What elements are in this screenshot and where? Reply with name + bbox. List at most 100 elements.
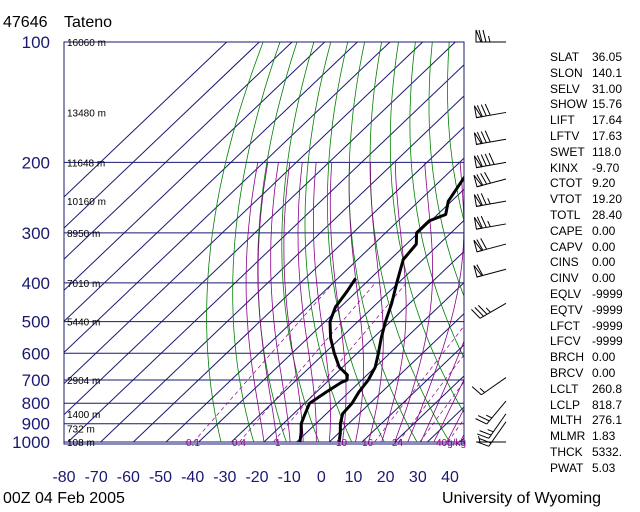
dry-adiabat-line [369,42,451,443]
dry-adiabat-line [635,42,640,442]
height-label: 11648 m [67,158,105,169]
index-key: TOTL [550,207,581,222]
index-row: SLON 140.1 [550,66,628,82]
index-key: LFTV [550,128,580,143]
dry-adiabat-line [232,42,281,443]
index-key: BRCV [550,365,584,380]
index-value: 818.7 [592,397,623,412]
dry-adiabat-line [447,42,464,223]
index-row: PWAT 5.03 [550,461,628,477]
temperature-tick-label: 10 [345,469,363,486]
index-value: 0.00 [592,271,616,286]
wind-barb [473,193,507,207]
mixing-ratio-line [273,282,407,443]
index-value: -9999 [592,286,623,301]
index-key: THCK [550,444,583,459]
index-key: EQLV [550,286,582,301]
height-label: 5440 m [67,318,100,329]
isotherm-line [64,42,424,385]
dry-adiabat-line [281,42,320,443]
wind-barb [473,264,507,278]
index-value: 0.00 [592,239,616,254]
height-label: 10160 m [67,197,106,208]
moist-adiabat-line [257,162,278,443]
index-value: 1.83 [592,429,616,444]
plot-frame [63,41,465,445]
isotherm-line [67,64,464,443]
moist-adiabat-line [270,162,291,442]
wind-barb [473,238,507,253]
moist-adiabat-line [368,162,384,443]
mixing-ratio-line [374,325,464,443]
index-value: 28.40 [592,207,623,222]
height-label: 16060 m [67,38,106,49]
moist-adiabat-line [348,162,364,443]
stability-indices-table: SLAT 36.05 SLON 140.1 SELV 31.00 SHOW 15.76 LIFT… [550,50,628,477]
sounding-profiles [298,175,464,443]
index-value: 17.64 [592,113,623,128]
dry-adiabat-line [428,42,464,298]
moist-adiabat-line [381,162,407,443]
index-value: 36.05 [592,50,623,64]
index-row: BRCV 0.00 [550,366,628,382]
index-row: CAPV 0.00 [550,240,628,256]
isotherm-line [132,126,464,443]
index-key: LCLP [550,397,581,412]
mixing-ratio-line [239,282,376,443]
index-row: LIFT 17.64 [550,113,628,129]
moist-adiabat-line [407,162,464,443]
data-source: University of Wyoming [442,490,602,507]
index-key: LCLT [550,381,579,396]
mixing-ratio-line [447,418,464,443]
mixing-ratio-label: 1 [275,438,281,449]
temperature-tick-label: -30 [213,469,236,486]
index-key: MLTH [550,413,582,428]
moist-adiabat-line [245,162,265,443]
wind-barb [471,302,507,319]
temperature-tick-label: -50 [149,469,172,486]
isotherm-line [64,42,260,229]
isotherm-line [100,95,464,443]
index-row: LFTV 17.63 [550,129,628,145]
index-value: 0.00 [592,365,616,380]
index-key: CAPV [550,239,583,254]
wind-barb [473,152,507,169]
height-label: 7010 m [67,279,100,290]
isotherm-line [64,42,228,198]
index-key: SLON [550,65,583,80]
station-id: 47646 [3,14,48,31]
wind-barb [473,103,507,119]
index-row: SELV 31.00 [550,82,628,98]
isotherm-line [263,250,464,443]
index-row: SLAT 36.05 [550,50,628,66]
index-value: 260.8 [592,381,623,396]
pressure-tick-label: 400 [22,274,50,293]
moist-adiabat-line [329,162,347,443]
isotherm-line [64,42,456,416]
index-key: SWET [550,144,585,159]
index-row: THCK 5332. [550,445,628,461]
index-value: 276.1 [592,413,623,428]
mixing-ratio-label: 10 [336,438,348,449]
index-value: 5332. [592,444,623,459]
pressure-tick-label: 800 [22,394,50,413]
station-name: Tateno [64,14,113,31]
mixing-ratio-label: 24 [392,438,404,449]
moist-adiabat-line [283,162,304,442]
temperature-tick-label: -20 [245,469,268,486]
index-row: CINS 0.00 [550,255,628,271]
dry-adiabat-line [326,42,385,443]
mixing-ratio-line [398,354,464,443]
pressure-tick-label: 700 [22,371,50,390]
isotherm-line [64,42,391,354]
height-label: 732 m [67,424,95,435]
index-key: CAPE [550,223,583,238]
pressure-tick-label: 500 [22,313,50,332]
height-label: 108 m [67,438,95,449]
moist-adiabat-line [297,162,317,442]
index-key: VTOT [550,192,582,207]
moist-adiabat-line [446,408,464,443]
index-value: 118.0 [592,144,622,159]
index-key: SELV [550,81,580,96]
